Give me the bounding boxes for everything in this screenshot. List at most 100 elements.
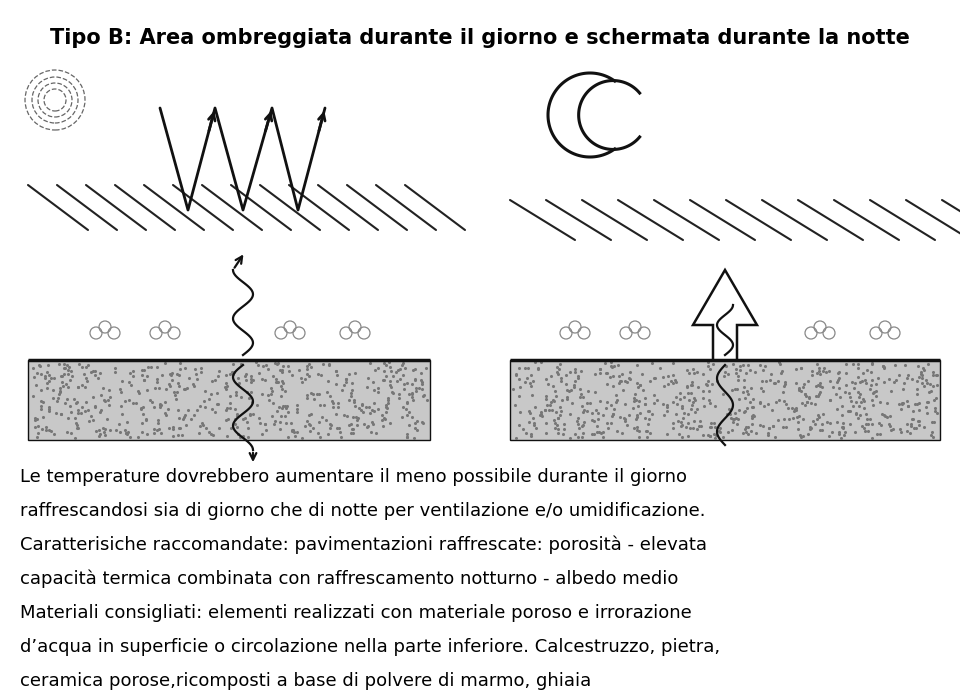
Point bbox=[101, 384, 116, 395]
Point bbox=[627, 388, 642, 399]
Point bbox=[838, 368, 853, 379]
Point bbox=[286, 424, 301, 435]
Point bbox=[593, 428, 609, 439]
Point bbox=[800, 428, 815, 440]
Point bbox=[834, 409, 850, 420]
Point bbox=[131, 431, 146, 442]
Point bbox=[414, 383, 429, 394]
Point bbox=[268, 377, 283, 388]
Point bbox=[338, 374, 353, 385]
Point bbox=[732, 360, 748, 372]
Point bbox=[178, 409, 193, 420]
Point bbox=[100, 414, 115, 425]
Point bbox=[376, 374, 392, 385]
Point bbox=[586, 428, 601, 439]
Point bbox=[747, 367, 762, 378]
Point bbox=[55, 377, 70, 388]
Point bbox=[549, 361, 564, 372]
Point bbox=[154, 427, 169, 438]
Point bbox=[781, 414, 797, 425]
Point bbox=[152, 400, 167, 411]
Point bbox=[556, 419, 571, 430]
Point bbox=[254, 373, 270, 384]
Point bbox=[297, 374, 312, 385]
Point bbox=[630, 412, 645, 423]
Point bbox=[790, 423, 805, 434]
Point bbox=[832, 391, 848, 402]
Point bbox=[267, 357, 282, 368]
Point bbox=[292, 365, 307, 376]
Point bbox=[702, 386, 717, 397]
Point bbox=[723, 413, 738, 424]
Point bbox=[888, 374, 903, 386]
Point bbox=[554, 376, 569, 387]
Point bbox=[179, 419, 194, 430]
Point bbox=[101, 400, 116, 411]
Point bbox=[149, 361, 164, 372]
Point bbox=[324, 402, 340, 413]
Point bbox=[668, 377, 684, 388]
Point bbox=[346, 394, 361, 405]
Point bbox=[632, 425, 647, 436]
Point bbox=[678, 421, 693, 433]
Point bbox=[598, 368, 613, 379]
Point bbox=[87, 370, 103, 381]
Point bbox=[40, 360, 56, 371]
Point bbox=[266, 370, 281, 382]
Point bbox=[736, 407, 752, 418]
Point bbox=[698, 379, 713, 390]
Point bbox=[300, 360, 315, 372]
Point bbox=[60, 427, 75, 438]
Point bbox=[800, 396, 815, 407]
Point bbox=[676, 412, 691, 423]
Point bbox=[81, 404, 96, 415]
Point bbox=[164, 374, 180, 386]
Point bbox=[837, 426, 852, 438]
Point bbox=[102, 425, 117, 436]
Point bbox=[101, 394, 116, 405]
Point bbox=[785, 412, 801, 423]
Point bbox=[117, 395, 132, 407]
Point bbox=[204, 388, 219, 399]
Point bbox=[311, 368, 326, 379]
Point bbox=[791, 384, 806, 395]
Point bbox=[416, 417, 431, 428]
Point bbox=[264, 411, 279, 422]
Point bbox=[727, 414, 742, 425]
Point bbox=[856, 395, 872, 406]
Point bbox=[910, 415, 925, 426]
Point bbox=[590, 413, 606, 424]
Point bbox=[270, 358, 285, 369]
Point bbox=[719, 360, 734, 372]
Point bbox=[132, 387, 147, 398]
Point bbox=[754, 382, 769, 393]
Point bbox=[616, 412, 632, 423]
Point bbox=[632, 380, 647, 391]
Point bbox=[924, 385, 939, 396]
Point bbox=[90, 372, 106, 383]
Point bbox=[853, 397, 869, 408]
Point bbox=[57, 362, 72, 373]
Point bbox=[563, 366, 578, 377]
Point bbox=[835, 417, 851, 428]
Point bbox=[553, 401, 568, 412]
Point bbox=[71, 407, 86, 418]
Point bbox=[812, 368, 828, 379]
Point bbox=[582, 398, 597, 409]
Point bbox=[542, 370, 558, 382]
Point bbox=[189, 374, 204, 385]
Point bbox=[344, 377, 359, 388]
Point bbox=[301, 419, 317, 430]
Point bbox=[537, 405, 552, 416]
Point bbox=[857, 374, 873, 386]
Point bbox=[220, 413, 235, 424]
Point bbox=[552, 359, 567, 370]
Point bbox=[74, 379, 89, 391]
Point bbox=[847, 383, 862, 394]
Point bbox=[858, 408, 874, 419]
Point bbox=[281, 366, 297, 377]
Point bbox=[119, 416, 134, 428]
Point bbox=[636, 398, 652, 409]
Point bbox=[851, 386, 866, 398]
Point bbox=[112, 384, 128, 395]
